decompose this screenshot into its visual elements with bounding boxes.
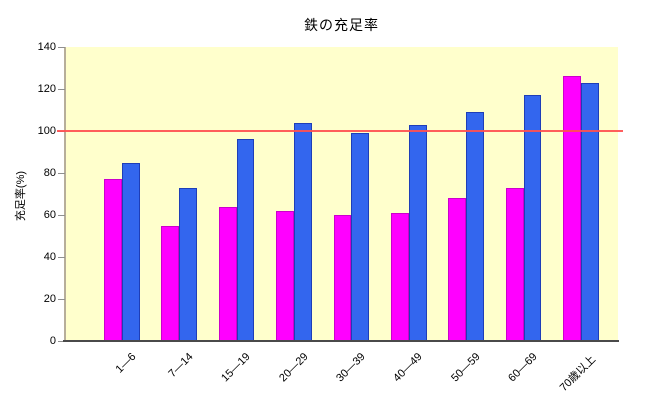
y-tick-label: 40 (43, 251, 56, 263)
bar-magenta-series-6 (448, 198, 467, 341)
y-tick-label: 140 (37, 41, 56, 53)
x-axis-line (63, 340, 619, 342)
bar-blue-series-0 (121, 162, 140, 341)
y-tick-label: 120 (37, 83, 56, 95)
bar-blue-series-3 (294, 122, 312, 341)
y-axis-title: 充足率(%) (15, 170, 27, 222)
x-tick-label-text: 50—59 (448, 350, 483, 385)
y-tick-mark (58, 340, 65, 342)
y-tick-mark (58, 256, 65, 258)
x-tick-label-text: 40—49 (391, 350, 426, 385)
bar-magenta-series-1 (161, 225, 180, 341)
y-tick-label: 20 (43, 293, 56, 305)
bar-magenta-series-4 (333, 215, 352, 341)
y-tick-label: 0 (49, 335, 56, 347)
x-tick-label-text: 70歳以上 (557, 353, 598, 394)
y-tick-label: 80 (43, 167, 56, 179)
bar-magenta-series-2 (218, 206, 237, 341)
bar-blue-series-5 (408, 124, 427, 341)
x-tick-label-text: 7—14 (166, 350, 196, 381)
bar-blue-series-6 (466, 112, 484, 341)
bar-magenta-series-7 (505, 187, 524, 341)
y-tick-mark (58, 88, 65, 90)
y-tick-mark (58, 298, 65, 300)
bar-magenta-series-8 (563, 76, 581, 341)
y-tick-mark (58, 46, 65, 48)
y-tick-label: 100 (37, 125, 56, 137)
bar-magenta-series-0 (104, 179, 122, 341)
bar-blue-series-8 (581, 82, 599, 341)
chart-title: 鉄の充足率 (304, 17, 379, 33)
x-tick-label-text: 20—29 (276, 350, 311, 385)
bar-blue-series-1 (179, 187, 197, 341)
y-tick-mark (58, 214, 65, 216)
x-tick-label-text: 60—69 (506, 350, 540, 385)
y-axis-line (64, 47, 66, 341)
x-tick-label-text: 15—19 (219, 350, 253, 385)
x-tick-label-text: 30—39 (334, 350, 368, 385)
bar-blue-series-2 (236, 139, 255, 341)
reference-line-100 (57, 130, 623, 132)
bar-magenta-series-3 (276, 210, 294, 341)
y-tick-mark (58, 172, 65, 174)
x-tick-label-text: 1—6 (113, 350, 139, 376)
y-tick-label: 60 (43, 209, 56, 221)
bar-blue-series-4 (351, 133, 370, 341)
bar-blue-series-7 (523, 95, 542, 341)
bar-magenta-series-5 (391, 212, 409, 341)
